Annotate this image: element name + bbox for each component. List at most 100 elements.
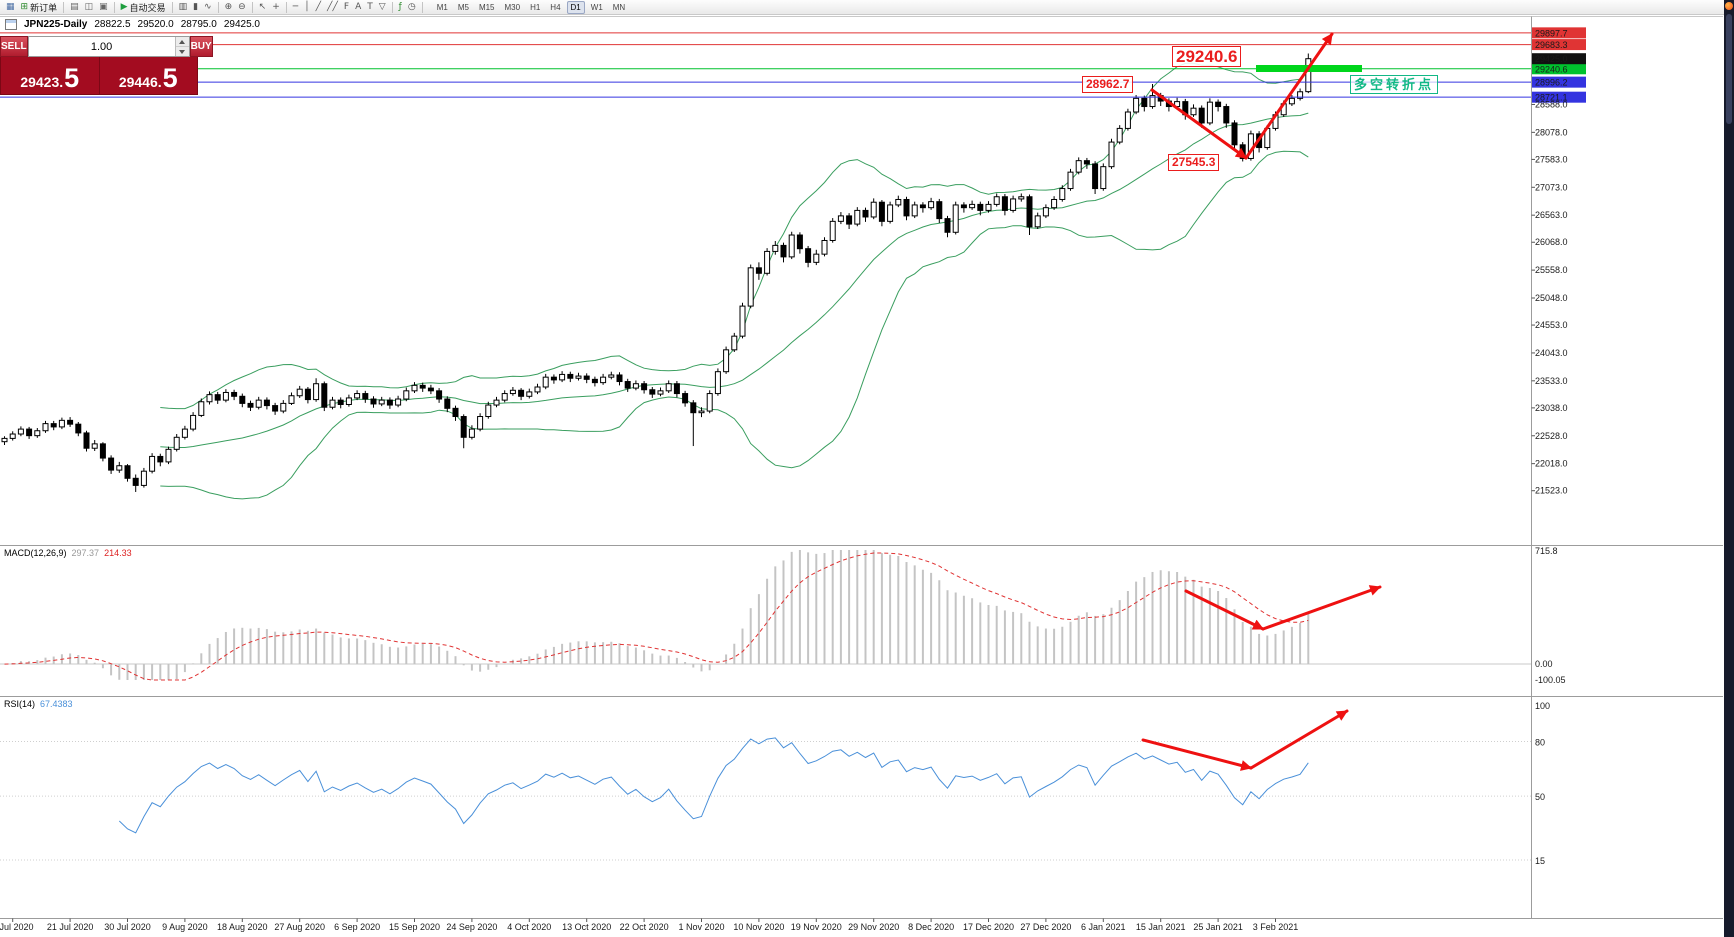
svg-text:15: 15 bbox=[1535, 856, 1545, 866]
crosshair-icon-button[interactable]: + bbox=[270, 1, 282, 14]
market-watch-icon-button[interactable]: ▤ bbox=[68, 1, 81, 14]
svg-text:27583.0: 27583.0 bbox=[1535, 154, 1568, 164]
svg-text:22 Oct 2020: 22 Oct 2020 bbox=[620, 922, 669, 932]
date-axis: 2 Jul 2020 21 Jul 2020 30 Jul 2020 9 Aug 20… bbox=[0, 918, 1298, 932]
svg-text:2 Jul 2020: 2 Jul 2020 bbox=[0, 922, 33, 932]
terminal-icon-button[interactable]: ▣ bbox=[97, 1, 110, 14]
indicators-icon: ƒ bbox=[398, 1, 402, 12]
toolbar: ▦ ⊞ 新订单 ▤ ◫ ▣ ▶ 自动交易 ▥ ▮ ∿ ⊕ ⊖ ↖ + ─ │ ╱ ╱╱ F A T ▽ ƒ ◷ M1 M5 M15 M… bbox=[0, 0, 1734, 15]
toolbar-buttons: ▦ ⊞ 新订单 ▤ ◫ ▣ ▶ 自动交易 ▥ ▮ ∿ ⊕ ⊖ ↖ + ─ │ ╱ ╱╱ F A T ▽ ƒ ◷ bbox=[3, 1, 426, 14]
svg-text:29425.0: 29425.0 bbox=[1535, 54, 1568, 64]
svg-text:22528.0: 22528.0 bbox=[1535, 431, 1568, 441]
timeframe-m1-button[interactable]: M1 bbox=[436, 2, 448, 12]
swing-low-price-label[interactable]: 27545.3 bbox=[1168, 154, 1220, 171]
chart-window-icon-button[interactable]: ▦ bbox=[4, 1, 17, 14]
text-icon-button[interactable]: A bbox=[353, 1, 363, 14]
fibonacci-icon-button[interactable]: F bbox=[342, 1, 351, 14]
chart-title: JPN225-Daily 28822.5 29520.0 28795.0 294… bbox=[5, 19, 260, 30]
svg-text:50: 50 bbox=[1535, 792, 1545, 802]
period-icon: ◷ bbox=[407, 1, 416, 12]
svg-text:6 Sep 2020: 6 Sep 2020 bbox=[334, 922, 380, 932]
svg-text:24043.0: 24043.0 bbox=[1535, 348, 1568, 358]
timeframe-h4-button[interactable]: H4 bbox=[550, 2, 561, 12]
swing-high-price-label[interactable]: 28962.7 bbox=[1082, 76, 1134, 93]
svg-text:26563.0: 26563.0 bbox=[1535, 210, 1568, 220]
svg-text:29240.6: 29240.6 bbox=[1535, 64, 1568, 74]
bar-chart-icon-button[interactable]: ▥ bbox=[177, 1, 190, 14]
price-level-badge bbox=[1532, 39, 1586, 51]
svg-text:24553.0: 24553.0 bbox=[1535, 320, 1568, 330]
period-icon-button[interactable]: ◷ bbox=[406, 1, 418, 14]
scrollbar-thumb[interactable] bbox=[1726, 14, 1732, 124]
zoom-out-icon-button[interactable]: ⊖ bbox=[236, 1, 248, 14]
horizontal-line-icon-button[interactable]: ─ bbox=[291, 1, 300, 14]
svg-text:21523.0: 21523.0 bbox=[1535, 486, 1568, 496]
close-value: 29425.0 bbox=[223, 19, 260, 30]
trendline-icon-button[interactable]: ╱ bbox=[314, 1, 323, 14]
svg-text:1 Nov 2020: 1 Nov 2020 bbox=[678, 922, 724, 932]
line-chart-icon-button[interactable]: ∿ bbox=[202, 1, 214, 14]
fibonacci-icon: F bbox=[343, 1, 350, 12]
volume-input[interactable] bbox=[28, 37, 175, 56]
timeframe-mn-button[interactable]: MN bbox=[612, 2, 626, 12]
one-click-trading-panel: SELL BUY 29423. 5 29446. 5 bbox=[0, 36, 213, 95]
toolbar-separator bbox=[421, 1, 423, 13]
rsi-pane: 100 80 50 15 bbox=[0, 701, 1550, 866]
open-value: 28822.5 bbox=[94, 19, 131, 30]
timeframe-w1-button[interactable]: W1 bbox=[590, 2, 603, 12]
autotrade-button[interactable]: ▶ 自动交易 bbox=[119, 1, 168, 14]
volume-down-button[interactable] bbox=[175, 47, 189, 56]
channel-icon-button[interactable]: ╱╱ bbox=[325, 1, 340, 14]
turning-point-note[interactable]: 多空转折点 bbox=[1350, 75, 1439, 94]
zoom-in-icon-button[interactable]: ⊕ bbox=[223, 1, 235, 14]
autotrade-icon: ▶ bbox=[120, 1, 128, 12]
vertical-line-icon-button[interactable]: │ bbox=[302, 1, 311, 14]
macd-pane: 715.8 0.00 -100.05 bbox=[0, 546, 1566, 685]
macd-value: 297.37 bbox=[71, 548, 100, 558]
symbol-period-label: JPN225-Daily bbox=[24, 19, 88, 30]
navigator-icon-button[interactable]: ◫ bbox=[83, 1, 96, 14]
label-icon-button[interactable]: T bbox=[365, 1, 375, 14]
window-scrollbar[interactable] bbox=[1724, 0, 1734, 937]
toolbar-separator bbox=[285, 1, 287, 13]
svg-text:25558.0: 25558.0 bbox=[1535, 265, 1568, 275]
sell-price[interactable]: 29423. 5 bbox=[1, 57, 99, 94]
notification-icon[interactable] bbox=[1725, 2, 1733, 10]
svg-text:80: 80 bbox=[1535, 737, 1545, 747]
toolbar-separator bbox=[251, 1, 253, 13]
new-order-button-label: 新订单 bbox=[30, 2, 58, 13]
buy-price[interactable]: 29446. 5 bbox=[98, 57, 198, 94]
price-axis: 28588.0 28078.0 27583.0 27073.0 26563.0 26068… bbox=[1531, 99, 1568, 496]
macd-name: MACD(12,26,9) bbox=[4, 548, 67, 558]
crosshair-icon: + bbox=[272, 1, 280, 12]
high-value: 29520.0 bbox=[137, 19, 174, 30]
sell-button[interactable]: SELL bbox=[0, 36, 28, 57]
timeframe-h1-button[interactable]: H1 bbox=[530, 2, 541, 12]
shapes-icon-button[interactable]: ▽ bbox=[377, 1, 388, 14]
up-arrow-icon bbox=[179, 39, 186, 44]
timeframe-m15-button[interactable]: M15 bbox=[478, 2, 495, 12]
cursor-icon-button[interactable]: ↖ bbox=[257, 1, 269, 14]
svg-text:24 Sep 2020: 24 Sep 2020 bbox=[446, 922, 497, 932]
horizontal-line-icon: ─ bbox=[292, 1, 299, 12]
price-level-badge bbox=[1532, 63, 1586, 75]
candlesticks bbox=[1, 53, 1312, 492]
timeframe-m30-button[interactable]: M30 bbox=[504, 2, 521, 12]
indicators-icon-button[interactable]: ƒ bbox=[397, 1, 404, 14]
timeframe-d1-button[interactable]: D1 bbox=[566, 0, 585, 14]
svg-text:29897.7: 29897.7 bbox=[1535, 28, 1568, 38]
resistance-highlight-bar[interactable] bbox=[1256, 65, 1362, 72]
macd-signal-value: 214.33 bbox=[104, 548, 132, 558]
candle-chart-icon-button[interactable]: ▮ bbox=[191, 1, 200, 14]
new-order-button[interactable]: ⊞ 新订单 bbox=[19, 1, 60, 14]
sell-price-main: 29423. bbox=[20, 73, 64, 90]
svg-text:9 Aug 2020: 9 Aug 2020 bbox=[162, 922, 208, 932]
trendline-icon: ╱ bbox=[315, 1, 322, 12]
chart-frame bbox=[0, 16, 1723, 919]
buy-button[interactable]: BUY bbox=[189, 36, 213, 57]
volume-up-button[interactable] bbox=[175, 37, 189, 47]
timeframe-m5-button[interactable]: M5 bbox=[457, 2, 469, 12]
resistance-price-label[interactable]: 29240.6 bbox=[1172, 46, 1242, 67]
